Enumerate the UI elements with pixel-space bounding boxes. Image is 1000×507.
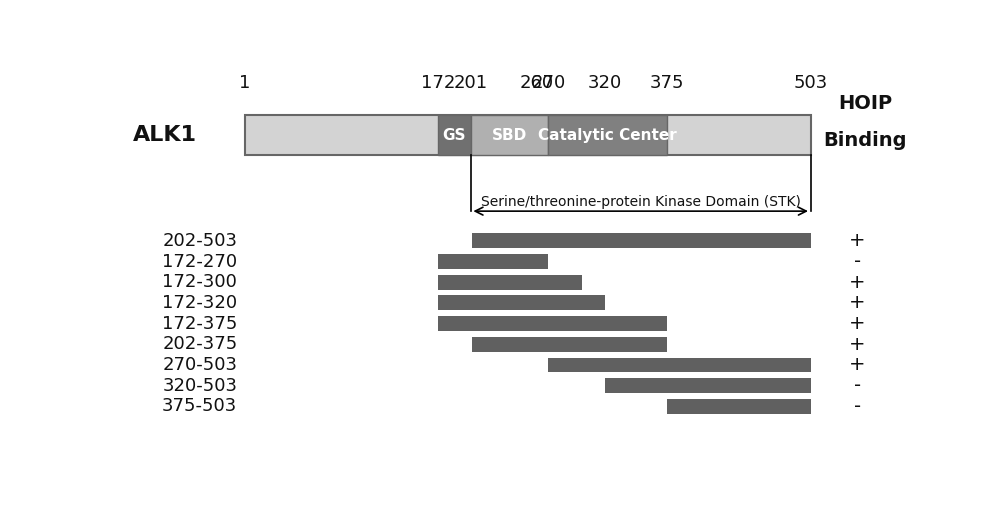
Text: Serine/threonine-protein Kinase Domain (STK): Serine/threonine-protein Kinase Domain (… bbox=[481, 195, 801, 209]
Text: 202-503: 202-503 bbox=[162, 232, 237, 250]
Text: 172-375: 172-375 bbox=[162, 314, 237, 333]
Text: 260: 260 bbox=[520, 74, 554, 92]
Bar bbox=[438, 316, 667, 331]
Text: 201: 201 bbox=[453, 74, 488, 92]
Text: +: + bbox=[849, 231, 866, 250]
Text: 172-300: 172-300 bbox=[162, 273, 237, 291]
Text: Catalytic Center: Catalytic Center bbox=[538, 128, 677, 142]
Text: -: - bbox=[854, 252, 861, 271]
Text: 375: 375 bbox=[649, 74, 684, 92]
Text: 320-503: 320-503 bbox=[162, 377, 237, 394]
Text: -: - bbox=[854, 397, 861, 416]
Text: ALK1: ALK1 bbox=[133, 125, 197, 145]
Text: SBD: SBD bbox=[492, 128, 527, 142]
Text: 172: 172 bbox=[421, 74, 455, 92]
Text: +: + bbox=[849, 294, 866, 312]
Text: +: + bbox=[849, 314, 866, 333]
Text: Binding: Binding bbox=[823, 131, 907, 150]
Bar bbox=[438, 254, 548, 269]
Bar bbox=[471, 116, 548, 155]
Text: -: - bbox=[854, 376, 861, 395]
Text: 320: 320 bbox=[588, 74, 622, 92]
Text: 172-270: 172-270 bbox=[162, 252, 237, 271]
Text: 172-320: 172-320 bbox=[162, 294, 237, 312]
Text: 503: 503 bbox=[794, 74, 828, 92]
Text: 270-503: 270-503 bbox=[162, 356, 237, 374]
Bar bbox=[605, 378, 811, 393]
Text: +: + bbox=[849, 335, 866, 354]
Text: 1: 1 bbox=[239, 74, 251, 92]
Bar bbox=[548, 116, 667, 155]
Bar bbox=[472, 233, 811, 248]
Bar bbox=[548, 357, 811, 372]
Bar bbox=[438, 116, 471, 155]
Bar bbox=[472, 337, 667, 352]
Text: +: + bbox=[849, 273, 866, 292]
Bar bbox=[438, 296, 605, 310]
Text: +: + bbox=[849, 355, 866, 375]
Text: 375-503: 375-503 bbox=[162, 397, 237, 415]
Text: HOIP: HOIP bbox=[838, 94, 892, 113]
Text: GS: GS bbox=[442, 128, 466, 142]
Bar bbox=[667, 399, 811, 414]
Text: 202-375: 202-375 bbox=[162, 335, 237, 353]
Text: 270: 270 bbox=[531, 74, 565, 92]
Bar bbox=[245, 116, 811, 155]
Bar bbox=[438, 275, 582, 289]
